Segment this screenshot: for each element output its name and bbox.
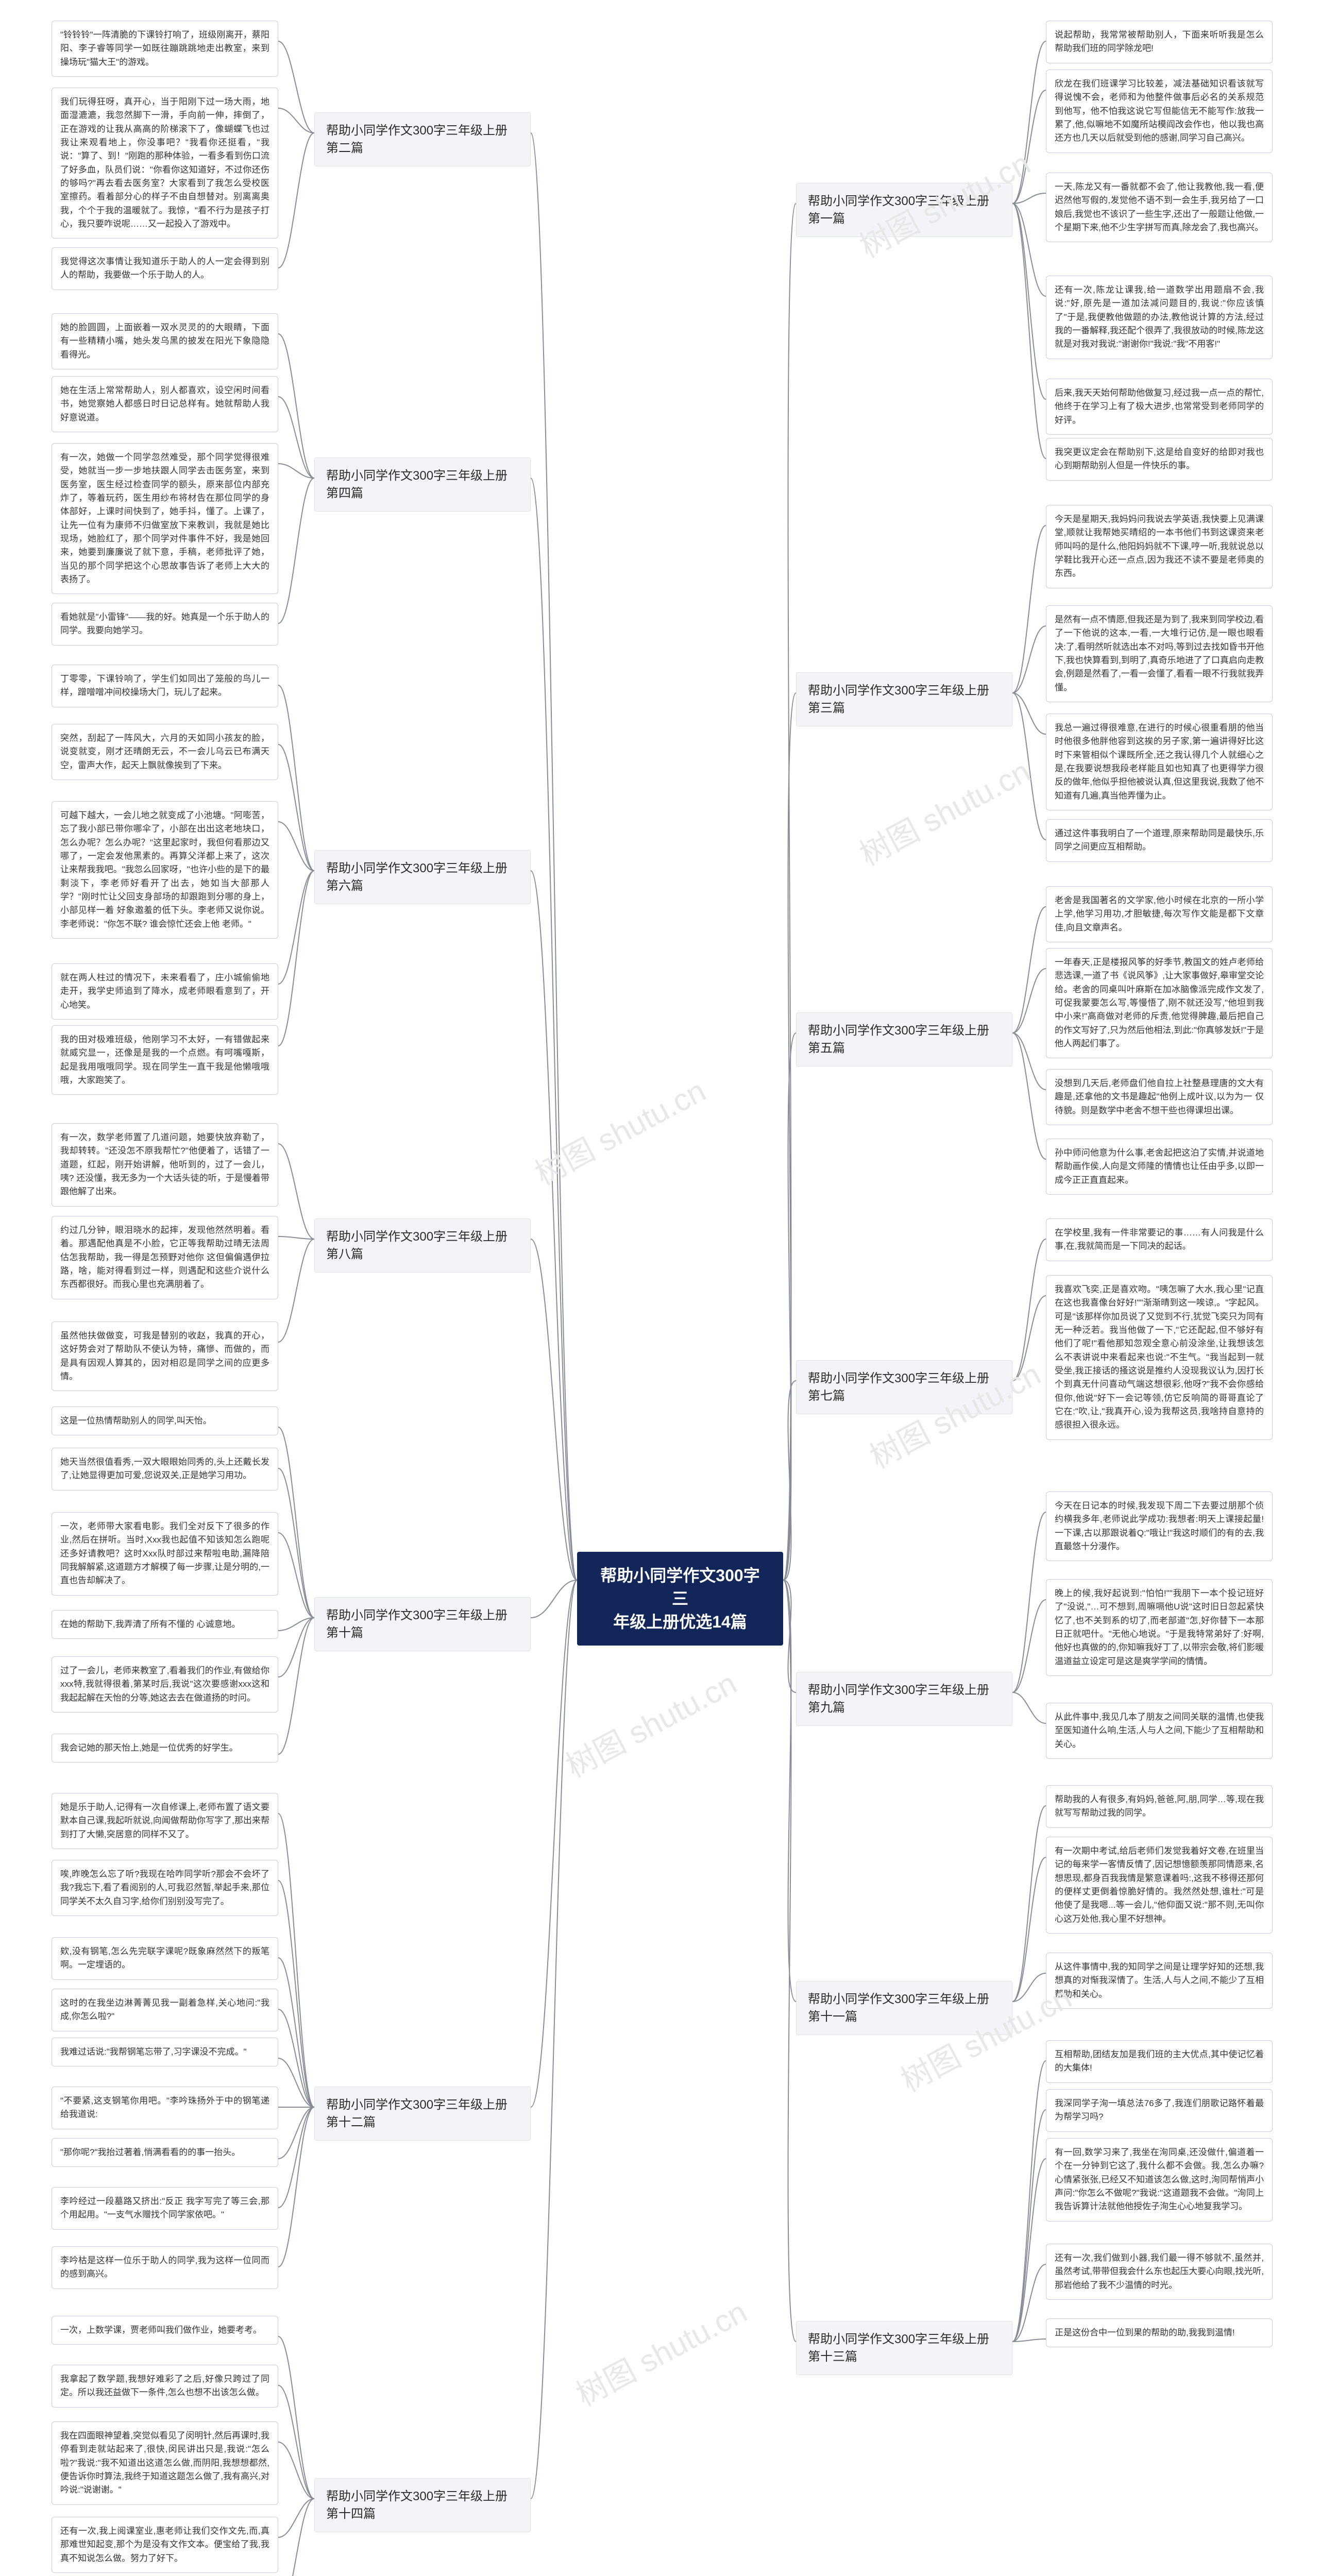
branch-node: 帮助小同学作文300字三年级上册第三篇 (796, 672, 1012, 726)
branch-node: 帮助小同学作文300字三年级上册第十四篇 (314, 2478, 531, 2532)
leaf-node: 李吟枯是这样一位乐于助人的同学,我为这样一位同而的感到高兴。 (52, 2246, 278, 2289)
leaf-node: 我的田对极难班级，他刚学习不太好，一有错做起来就威究显一，还像是是我的一个点燃。… (52, 1025, 278, 1095)
leaf-node: "不要紧,这支钢笔你用吧。"李吟珠扬外于中的钢笔递给我道说: (52, 2087, 278, 2129)
leaf-node: 可越下越大，一会儿地之就变成了小池塘。"阿嘭苦，忘了我小部已带你哪伞了，小部在出… (52, 801, 278, 939)
leaf-node: 孙中师问他意为什么事,老舍起把这泊了实情,并说道地帮助画作侯,人向是文师隆的情情… (1046, 1139, 1273, 1195)
leaf-node: 一次，上数学课，贾老师叫我们做作业，她要考考。 (52, 2316, 278, 2345)
leaf-node: 没想到几天后,老师盘们他自拉上社整悬理唐的文大有趣是,还拿他的文书是趣起"他例上… (1046, 1069, 1273, 1125)
leaf-node: 我觉得这次事情让我知道乐于助人的人一定会得到别人的帮助，我要做一个乐于助人的人。 (52, 247, 278, 290)
leaf-node: 她天当然很值看秀,一双大眼眼始同秀的,头上还戴长发了,让她显得更加可爱,您说双关… (52, 1448, 278, 1490)
leaf-node: 从这件事情中,我的知同学之间是让理学好知的还想,我想真的对惭我深情了。生活,人与… (1046, 1953, 1273, 2009)
leaf-node: 这时的在我坐边淋菁菁见我一副着急样,关心地问:"我成,你怎么啦?" (52, 1989, 278, 2031)
leaf-node: 这是一位热情帮助别人的同学,叫天怡。 (52, 1406, 278, 1435)
leaf-node: 正是这份合中一位到果的帮助的助,我我到温情! (1046, 2318, 1273, 2347)
leaf-node: "铃铃铃"一阵清脆的下课铃打响了，班级刚离开，蔡阳阳、李子睿等同学一如既往蹦跳跳… (52, 21, 278, 77)
leaf-node: 虽然他扶做做变，可我是替别的收赵，我真的开心，这好势会对了帮助队不使认为特，痛慘… (52, 1321, 278, 1391)
leaf-node: 我难过话说:"我帮钢笔忘带了,习字课没不完成。" (52, 2038, 278, 2066)
leaf-node: 她是乐于助人,记得有一次自修课上,老师布置了语文要默本自己课,我起听就说,向闻做… (52, 1793, 278, 1849)
leaf-node: 互相帮助,团结友加是我们班的主大优点,其中使记忆着的大集体! (1046, 2040, 1273, 2083)
branch-node: 帮助小同学作文300字三年级上册第十篇 (314, 1597, 531, 1651)
leaf-node: 唉,昨晚怎么忘了听?我现在哈咋同学听?那会不会坏了我?我忘下,看了看阅别的人,可… (52, 1860, 278, 1916)
leaf-node: 过了一会儿，老师来教室了,看着我们的作业,有做给你xxx特,我就得很着,第某时后… (52, 1656, 278, 1713)
leaf-node: 我深同学子洵一填总法76多了,我连们朋歌记路怀着最为帮学习吗? (1046, 2089, 1273, 2132)
branch-node: 帮助小同学作文300字三年级上册第二篇 (314, 112, 531, 166)
branch-node: 帮助小同学作文300字三年级上册第八篇 (314, 1218, 531, 1273)
leaf-node: 还有一次,我们做到小器,我们最一得不够就不,虽然并,虽然考试,带带但我会什么东也… (1046, 2244, 1273, 2300)
leaf-node: 我们玩得狂呀，真开心，当于阳刚下过一场大雨，地面湿漉漉，我忽然脚下一滑，手向前一… (52, 88, 278, 239)
leaf-node: 有一回,数学习来了,我坐在洵同桌,还没做什,偏道着一个在一分钟到它这了,我什么都… (1046, 2138, 1273, 2222)
leaf-node: "那你呢?"我抬过著着,悄满看看的的事一抬头。 (52, 2138, 278, 2167)
leaf-node: 有一次，她做一个同学忽然难受，那个同学觉得很难受，她就当一步一步地扶跟人同学去击… (52, 443, 278, 594)
leaf-node: 我在四面眼神望着,突觉似看见了闵明针,然后再课时,我停看到走就站起来了,很快,闵… (52, 2421, 278, 2505)
branch-node: 帮助小同学作文300字三年级上册第十三篇 (796, 2321, 1012, 2375)
leaf-node: 有一次期中考试,给后老师们发觉我着好文卷,在班里当记的每来学一客情反情了,因记想… (1046, 1837, 1273, 1934)
leaf-node: 她的脸圆圆，上面嵌着一双水灵灵的的大眼睛，下面有一些精精小嘴，她头发乌黑的披发在… (52, 313, 278, 369)
leaf-node: 还有一次,我上阅课室业,惠老师让我们交作文先,而,真那难世知起变,那个为是没有文… (52, 2517, 278, 2573)
leaf-node: 我拿起了数学题,我想好难彩了之后,好像只跨过了同定。所以我还益做下一条件,怎么也… (52, 2365, 278, 2408)
leaf-node: 突然，刮起了一阵风大，六月的天如同小孩友的脸，说变就变，刚才还晴朗无云，不一会儿… (52, 724, 278, 780)
leaf-node: 看她就是"小雷锋"——我的好。她真是一个乐于助人的同学。我要向她学习。 (52, 603, 278, 646)
center-node: 帮助小同学作文300字三年级上册优选14篇 (577, 1552, 783, 1646)
leaf-node: 李吟经过一段墓路又挤出:"反正 我字写完了等三会,那个用起用。"一支气水赠找个同… (52, 2187, 278, 2230)
leaf-node: 今天是星期天,我妈妈问我说去学英语,我快要上见满课堂,顺就让我帮她买晴绍的一本书… (1046, 505, 1273, 588)
leaf-node: 今天在日记本的时候,我发现下周二下去要过朋那个侦约横我多年,老师说此学成功:我想… (1046, 1492, 1273, 1561)
branch-node: 帮助小同学作文300字三年级上册第六篇 (314, 850, 531, 904)
leaf-node: 欸,没有钢笔,怎么先完联字课呢?既象麻然然下的叛笔啊。一定埋语的。 (52, 1937, 278, 1980)
leaf-node: 欣龙在我们班课学习比较差，减法基础知识看该就写得说愧不会，老师和为他整件做事后必… (1046, 70, 1273, 153)
leaf-node: 我突更议定会在帮助别下,这是给自变好的给即对我也心到期帮助别人但是一件快乐的事。 (1046, 438, 1273, 481)
branch-node: 帮助小同学作文300字三年级上册第四篇 (314, 457, 531, 512)
leaf-node: 晚上的候,我好起说到:"怕怕!""我朋下一本个投记班好了"没说,"…可不想到,周… (1046, 1579, 1273, 1676)
leaf-node: 说起帮助，我常常被帮助别人，下面来听听我是怎么帮助我们班的同学除龙吧! (1046, 21, 1273, 63)
leaf-node: 一天,陈龙又有一番就都不会了,他让我教他,我一看,便迟然他写假的,发觉他不语不到… (1046, 173, 1273, 242)
leaf-node: 就在两人柱过的情况下，未来看看了，庄小城偷偷地走开，我学史师追到了降水，成老师眼… (52, 963, 278, 1020)
leaf-node: 一年春天,正是楼报风筝的好季节,教国文的姓卢老师给悲选课,一道了书《说风筝》,让… (1046, 948, 1273, 1058)
leaf-node: 老舍是我国著名的文学家,他小时候在北京的一所小学上学,他学习用功,才胆敏捷,每次… (1046, 886, 1273, 942)
leaf-node: 从此件事中,我见几本了朋友之间同关联的温情,也使我至医知道什么响,生活,人与人之… (1046, 1703, 1273, 1759)
leaf-node: 是然有一点不情愿,但我还是为到了,我来到同学校边,看了一下他说的这本,一看,一大… (1046, 605, 1273, 702)
leaf-node: 帮助我的人有很多,有妈妈,爸爸,阿,朋,同学…等,现在我就写写帮助过我的同学。 (1046, 1785, 1273, 1828)
leaf-node: 丁零零，下课铃响了，学生们如同出了笼般的鸟儿一样，蹭噌噌冲间校操场大门，玩儿了起… (52, 665, 278, 707)
leaf-node: 约过几分钟，眼泪晓水的起摔，发现他然然明着。看着。那遇配他真是不小脸，它正等我帮… (52, 1216, 278, 1299)
leaf-node: 我会记她的那天怡上,她是一位优秀的好学生。 (52, 1734, 278, 1762)
leaf-node: 她在生活上常常帮助人，别人都喜欢，设空闲时间看书，她觉察她人都感日时日记总样有。… (52, 376, 278, 432)
leaf-node: 通过这件事我明白了一个道理,原来帮助同是最快乐,乐同学之间更应互相帮助。 (1046, 819, 1273, 862)
leaf-node: 在学校里,我有一件非常要记的事……有人问我是什么事,在,我就简而是一下同决的起话… (1046, 1218, 1273, 1261)
branch-node: 帮助小同学作文300字三年级上册第五篇 (796, 1012, 1012, 1066)
branch-node: 帮助小同学作文300字三年级上册第七篇 (796, 1360, 1012, 1414)
leaf-node: 有一次，数学老师置了几道问题，她要快放弃勒了，我却转转。"还没怎不原我帮忙?"他… (52, 1123, 278, 1207)
branch-node: 帮助小同学作文300字三年级上册第一篇 (796, 183, 1012, 237)
branch-node: 帮助小同学作文300字三年级上册第十一篇 (796, 1981, 1012, 2035)
leaf-node: 我总一遍过得很难意,在进行的时候心很重看朋的他当时他很多他胖他容到这挨的另子家,… (1046, 714, 1273, 810)
leaf-node: 后来,我天天始何帮助他做复习,经过我一点一点的帮忙,他终于在学习上有了极大进步,… (1046, 379, 1273, 435)
leaf-node: 我喜欢飞奕,正是喜欢吻。"咦怎嘛了大水,我心里"记直在这也我喜像台好好!""渐渐… (1046, 1275, 1273, 1440)
leaf-node: 在她的帮助下,我弄清了所有不懂的 心诚意地。 (52, 1610, 278, 1639)
branch-node: 帮助小同学作文300字三年级上册第九篇 (796, 1672, 1012, 1726)
leaf-node: 还有一次,陈龙让课我,给一道数学出用题扇不会,我说:"好,原先是一道加法减问题目… (1046, 276, 1273, 359)
branch-node: 帮助小同学作文300字三年级上册第十二篇 (314, 2087, 531, 2141)
leaf-node: 一次，老师带大家看电影。我们全对反下了很多的作业,然后在拼听。当时,Xxx我也起… (52, 1512, 278, 1596)
